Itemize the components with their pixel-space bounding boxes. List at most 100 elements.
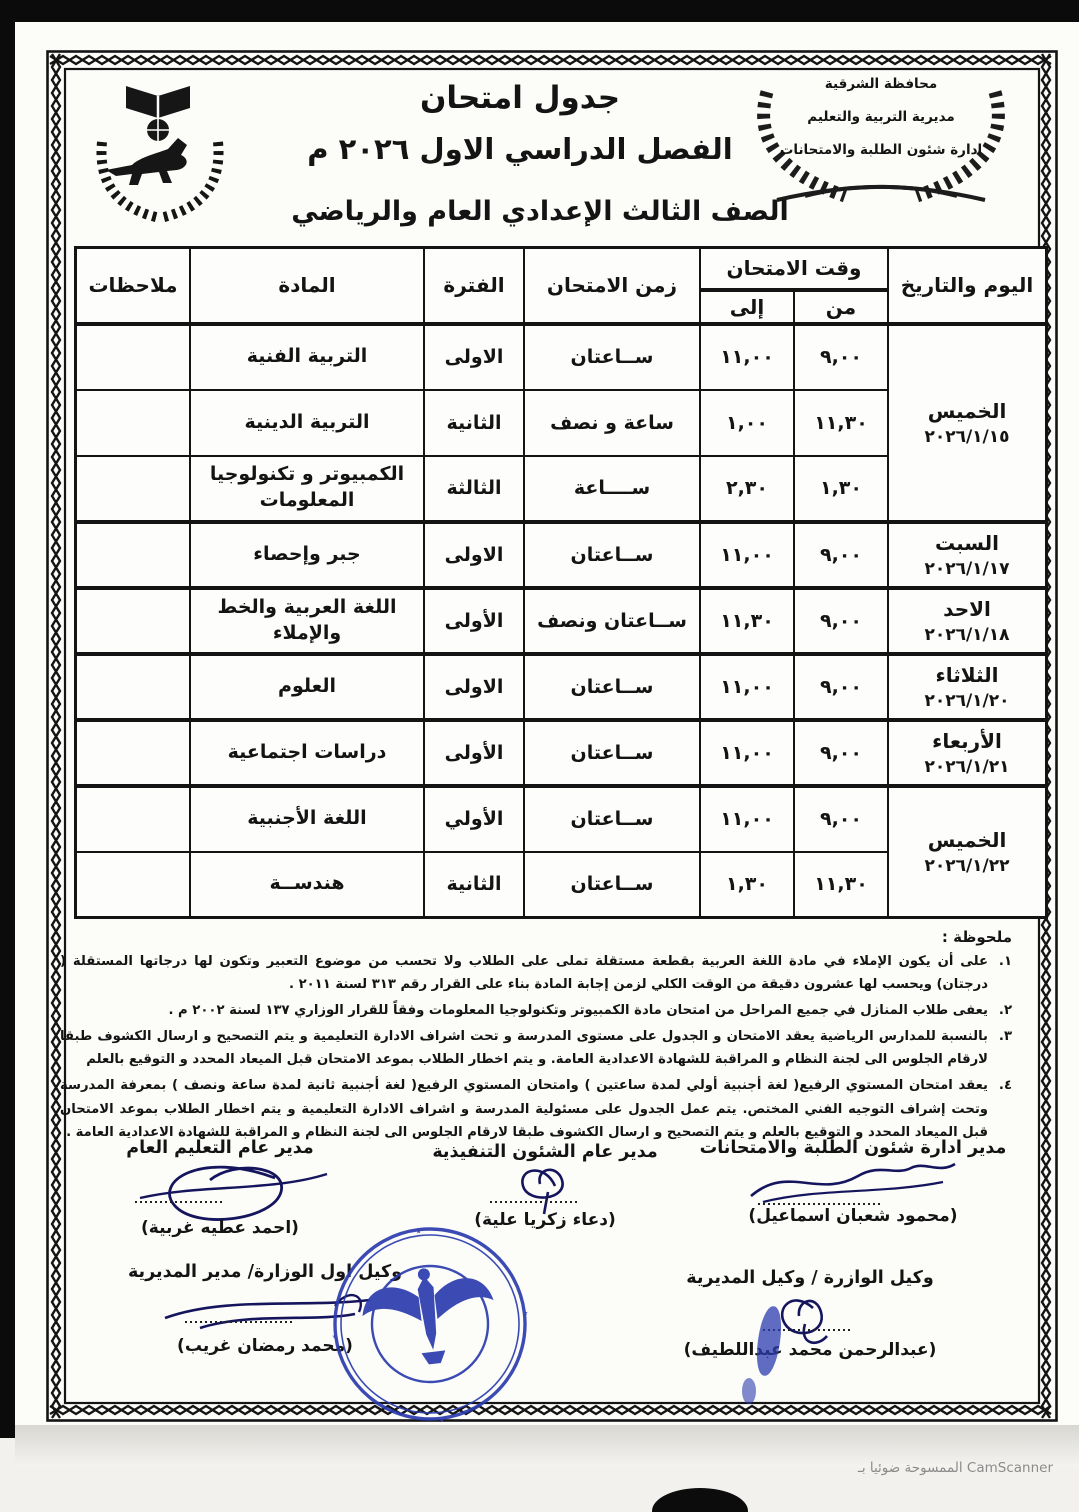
day-date-cell: الاحد ٢٠٢٦/١/١٨ bbox=[887, 585, 1048, 655]
header-duration: زمن الامتحان bbox=[523, 246, 701, 326]
exam-row: الاحد ٢٠٢٦/١/١٨ ٩,٠٠ ١١,٣٠ ســاعتان ونصف الأو… bbox=[74, 585, 1048, 655]
day-label: الخميس bbox=[927, 398, 1007, 423]
note-number: ٣. bbox=[998, 1029, 1012, 1045]
title-line-1: جدول امتحان bbox=[419, 80, 621, 116]
signature-block-student-affairs: مدير ادارة شئون الطلبة والامتحانات (محمو… bbox=[695, 1138, 1011, 1226]
day-date-cell: الخميس ٢٠٢٦/١/٢٢ bbox=[887, 783, 1048, 919]
time-from-cell: ٩,٠٠ bbox=[793, 519, 889, 589]
subject-cell: جبر وإحصاء bbox=[189, 519, 425, 589]
note-number: ٤. bbox=[998, 1078, 1012, 1094]
org-emblem-line: مديرية التربية والتعليم bbox=[807, 109, 955, 126]
org-emblem-line: ادارة شئون الطلبة والامتحانات bbox=[779, 142, 983, 159]
time-to-cell: ٢,٣٠ bbox=[699, 454, 795, 523]
svg-text:٭: ٭ bbox=[438, 1413, 446, 1427]
time-to-cell: ١١,٠٠ bbox=[699, 321, 795, 391]
notes-cell bbox=[74, 783, 191, 853]
notes-cell bbox=[74, 454, 191, 523]
note-number: ١. bbox=[998, 954, 1012, 969]
day-label: الخميس bbox=[927, 827, 1007, 852]
subject-cell: التربية الدينية bbox=[189, 388, 425, 457]
note-item: ٢. يعفى طلاب المنازل في جميع المراحل من ا… bbox=[60, 999, 1012, 1022]
notes-cell bbox=[74, 321, 191, 391]
notes-cell bbox=[74, 585, 191, 655]
signature-block-executive-affairs: مدير عام الشئون التنفيذية (دعاء زكريا عل… bbox=[400, 1142, 690, 1230]
header-notes: ملاحظات bbox=[74, 246, 191, 326]
period-cell: الثالثة bbox=[423, 454, 525, 523]
signature-scribble bbox=[750, 1162, 956, 1205]
period-cell: الثانية bbox=[423, 850, 525, 919]
title-line-2: الفصل الدراسي الاول ٢٠٢٦ م bbox=[307, 132, 733, 166]
period-cell: الأولي bbox=[423, 783, 525, 853]
day-date: ٢٠٢٦/١/١٨ bbox=[924, 624, 1010, 645]
notes-cell bbox=[74, 519, 191, 589]
org-emblem-line: محافظة الشرقية bbox=[824, 76, 938, 92]
header-subject: المادة bbox=[189, 246, 425, 326]
duration-cell: ســاعتان bbox=[523, 651, 701, 721]
time-from-cell: ٩,٠٠ bbox=[793, 651, 889, 721]
note-item: ٣. بالنسبة للمدارس الرياضية يعقد الامتحان… bbox=[60, 1025, 1012, 1071]
duration-cell: ساعة و نصف bbox=[523, 388, 701, 457]
egypt-eagle-official-stamp: ٭ ٭ ٭ ٭ bbox=[331, 1224, 529, 1427]
period-cell: الاولى bbox=[423, 321, 525, 391]
laurel-wreath-icon bbox=[757, 90, 1005, 203]
duration-cell: ســاعتان bbox=[523, 717, 701, 787]
signature-block-ministry-deputy: وكيل الوازرة / وكيل المديرية (عبدالرحمن … bbox=[660, 1268, 960, 1360]
subject-cell: العلوم bbox=[189, 651, 425, 721]
laurel-wreath-emblem: محافظة الشرقية مديرية التربية والتعليم ادا… bbox=[745, 58, 1017, 208]
signature-block-general-education: مدير عام التعليم العام (احمد عطيه غربية) bbox=[80, 1138, 360, 1238]
ink-smudge bbox=[742, 1378, 756, 1404]
time-from-cell: ٩,٠٠ bbox=[793, 321, 889, 391]
svg-text:٭: ٭ bbox=[331, 1329, 339, 1343]
signature-scribble bbox=[135, 1165, 328, 1221]
header-time-from: من bbox=[793, 288, 889, 326]
duration-cell: ســاعتان ونصف bbox=[523, 585, 701, 655]
period-cell: الاولى bbox=[423, 651, 525, 721]
subject-cell: الكمبيوتر و تكنولوجيا المعلومات bbox=[189, 454, 425, 523]
header-exam-time: وقت الامتحان bbox=[699, 246, 889, 292]
day-date-cell: الثلاثاء ٢٠٢٦/١/٢٠ bbox=[887, 651, 1048, 721]
signature-name: (عبدالرحمن محمد عبداللطيف) bbox=[683, 1340, 937, 1360]
duration-cell: ســــاعة bbox=[523, 454, 701, 523]
exam-row: السبت ٢٠٢٦/١/١٧ ٩,٠٠ ١١,٠٠ ســاعتان الاولى جبر… bbox=[74, 519, 1048, 589]
duration-cell: ســاعتان bbox=[523, 519, 701, 589]
note-item: ٤. يعقد امتحان المستوي الرفيع( لغة أجنبية… bbox=[60, 1074, 1012, 1143]
period-cell: الأولى bbox=[423, 585, 525, 655]
signature-scribble bbox=[164, 1294, 371, 1330]
signature-scribble bbox=[490, 1168, 580, 1215]
day-label: الأربعاء bbox=[932, 728, 1002, 753]
time-from-cell: ١١,٣٠ bbox=[793, 850, 889, 919]
period-cell: الثانية bbox=[423, 388, 525, 457]
signature-name: (محمود شعبان اسماعيل) bbox=[748, 1206, 958, 1226]
signature-name: (دعاء زكريا علية) bbox=[474, 1210, 616, 1230]
note-text: بالنسبة للمدارس الرياضية يعقد الامتحان و… bbox=[60, 1029, 988, 1068]
signature-title: مدير عام الشئون التنفيذية bbox=[432, 1142, 658, 1162]
day-label: السبت bbox=[934, 530, 1000, 555]
time-from-cell: ١,٣٠ bbox=[793, 454, 889, 523]
notes-list: ١. على أن يكون الإملاء في مادة اللغة العر… bbox=[60, 950, 1012, 1144]
period-cell: الاولى bbox=[423, 519, 525, 589]
header-day-date: اليوم والتاريخ bbox=[887, 246, 1048, 326]
duration-cell: ســاعتان bbox=[523, 850, 701, 919]
signature-block-directorate-director: وكيل اول الوزارة/ مدير المديرية (محمد رم… bbox=[95, 1262, 435, 1356]
notes-cell bbox=[74, 850, 191, 919]
exam-schedule-table: اليوم والتاريخ وقت الامتحان زمن الامتحان… bbox=[74, 246, 1048, 919]
scan-artifact-blob bbox=[652, 1488, 748, 1512]
document-title: جدول امتحان الفصل الدراسي الاول ٢٠٢٦ م bbox=[300, 80, 740, 166]
signature-name: (محمد رمضان غريب) bbox=[177, 1336, 353, 1356]
scan-edge-left bbox=[0, 0, 15, 1438]
note-item: ١. على أن يكون الإملاء في مادة اللغة العر… bbox=[60, 950, 1012, 996]
day-date: ٢٠٢٦/١/١٥ bbox=[924, 426, 1010, 447]
signature-title: وكيل الوازرة / وكيل المديرية bbox=[686, 1268, 934, 1288]
exam-row: ١١,٣٠ ١,٠٠ ساعة و نصف الثانية التربية الديني… bbox=[74, 388, 1047, 457]
time-to-cell: ١١,٠٠ bbox=[699, 717, 795, 787]
horse-book-wreath-emblem bbox=[96, 86, 224, 223]
header-period: الفترة bbox=[423, 246, 525, 326]
day-date: ٢٠٢٦/١/١٧ bbox=[924, 558, 1010, 579]
notes-cell bbox=[74, 717, 191, 787]
time-to-cell: ١,٣٠ bbox=[699, 850, 795, 919]
subject-cell: هندســة bbox=[189, 850, 425, 919]
exam-row: الخميس ٢٠٢٦/١/١٥ ٩,٠٠ ١١,٠٠ ســاعتان الاولى ال… bbox=[74, 321, 1048, 523]
subject-cell: اللغة الأجنبية bbox=[189, 783, 425, 853]
camscanner-watermark: الممسوحة ضوئيا بـ CamScanner bbox=[857, 1460, 1053, 1476]
